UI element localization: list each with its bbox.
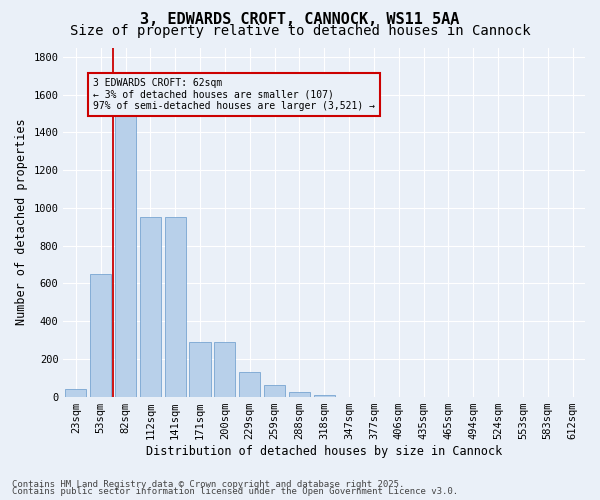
- Bar: [289, 392, 310, 396]
- Text: 3 EDWARDS CROFT: 62sqm
← 3% of detached houses are smaller (107)
97% of semi-det: 3 EDWARDS CROFT: 62sqm ← 3% of detached …: [93, 78, 375, 110]
- Bar: [164, 218, 186, 396]
- Bar: [140, 218, 161, 396]
- Text: Size of property relative to detached houses in Cannock: Size of property relative to detached ho…: [70, 24, 530, 38]
- Bar: [264, 386, 285, 396]
- Y-axis label: Number of detached properties: Number of detached properties: [15, 118, 28, 326]
- Text: Contains HM Land Registry data © Crown copyright and database right 2025.: Contains HM Land Registry data © Crown c…: [12, 480, 404, 489]
- Bar: [65, 389, 86, 396]
- Bar: [115, 114, 136, 397]
- Bar: [90, 274, 111, 396]
- Bar: [239, 372, 260, 396]
- Bar: [190, 342, 211, 396]
- Text: 3, EDWARDS CROFT, CANNOCK, WS11 5AA: 3, EDWARDS CROFT, CANNOCK, WS11 5AA: [140, 12, 460, 28]
- Text: Contains public sector information licensed under the Open Government Licence v3: Contains public sector information licen…: [12, 487, 458, 496]
- Bar: [314, 394, 335, 396]
- X-axis label: Distribution of detached houses by size in Cannock: Distribution of detached houses by size …: [146, 444, 502, 458]
- Bar: [214, 342, 235, 396]
